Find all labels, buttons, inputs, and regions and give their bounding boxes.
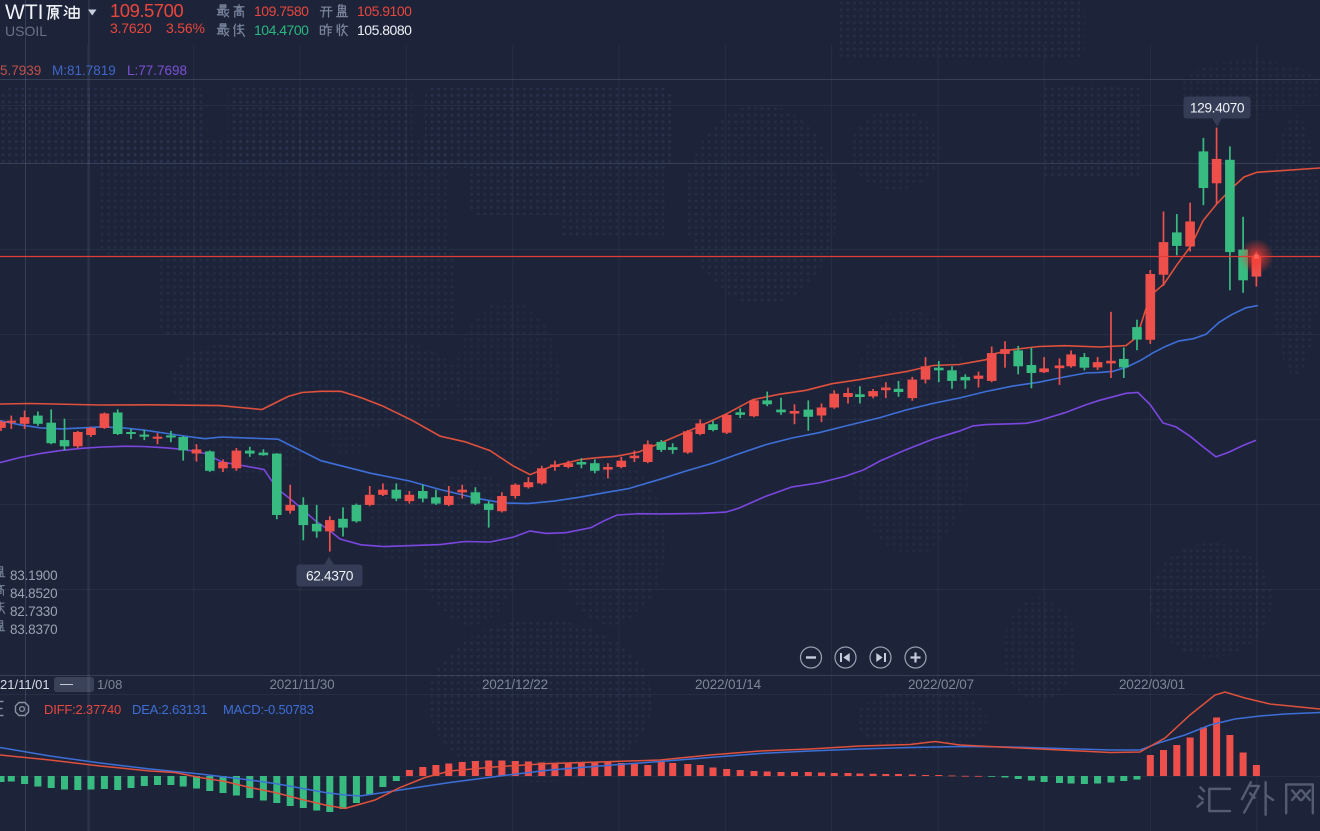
svg-text:109.7580: 109.7580 <box>254 3 309 19</box>
svg-text:—: — <box>60 676 73 691</box>
svg-text:105.8080: 105.8080 <box>357 22 412 38</box>
svg-text:DEA:2.63131: DEA:2.63131 <box>132 702 207 717</box>
svg-text:129.4070: 129.4070 <box>1190 101 1245 116</box>
svg-text:84.8520: 84.8520 <box>10 586 57 601</box>
svg-text:2022/03/01: 2022/03/01 <box>1119 677 1185 692</box>
svg-text:83.1900: 83.1900 <box>10 568 57 583</box>
svg-text:83.8370: 83.8370 <box>10 622 57 637</box>
svg-text:104.4700: 104.4700 <box>254 22 309 38</box>
svg-text:3.7620: 3.7620 <box>110 20 152 36</box>
svg-text:WTI: WTI <box>5 1 43 24</box>
svg-text:1/08: 1/08 <box>97 677 122 692</box>
svg-text:5.7939: 5.7939 <box>0 63 41 78</box>
svg-text:DIFF:2.37740: DIFF:2.37740 <box>44 702 121 717</box>
svg-text:2021/12/22: 2021/12/22 <box>482 677 548 692</box>
svg-text:2022/01/14: 2022/01/14 <box>695 677 762 692</box>
svg-text:M:81.7819: M:81.7819 <box>52 63 116 78</box>
svg-text:82.7330: 82.7330 <box>10 604 57 619</box>
svg-text:MACD:-0.50783: MACD:-0.50783 <box>223 702 314 717</box>
svg-text:105.9100: 105.9100 <box>357 3 412 19</box>
svg-text:62.4370: 62.4370 <box>306 569 354 584</box>
svg-text:2022/02/07: 2022/02/07 <box>908 677 974 692</box>
svg-text:109.5700: 109.5700 <box>110 0 183 21</box>
svg-text:3.56%: 3.56% <box>166 20 205 36</box>
svg-text:2021/11/30: 2021/11/30 <box>269 677 334 692</box>
svg-text:L:77.7698: L:77.7698 <box>127 63 187 78</box>
svg-text:USOIL: USOIL <box>5 23 47 39</box>
svg-text:21/11/01: 21/11/01 <box>0 677 50 692</box>
